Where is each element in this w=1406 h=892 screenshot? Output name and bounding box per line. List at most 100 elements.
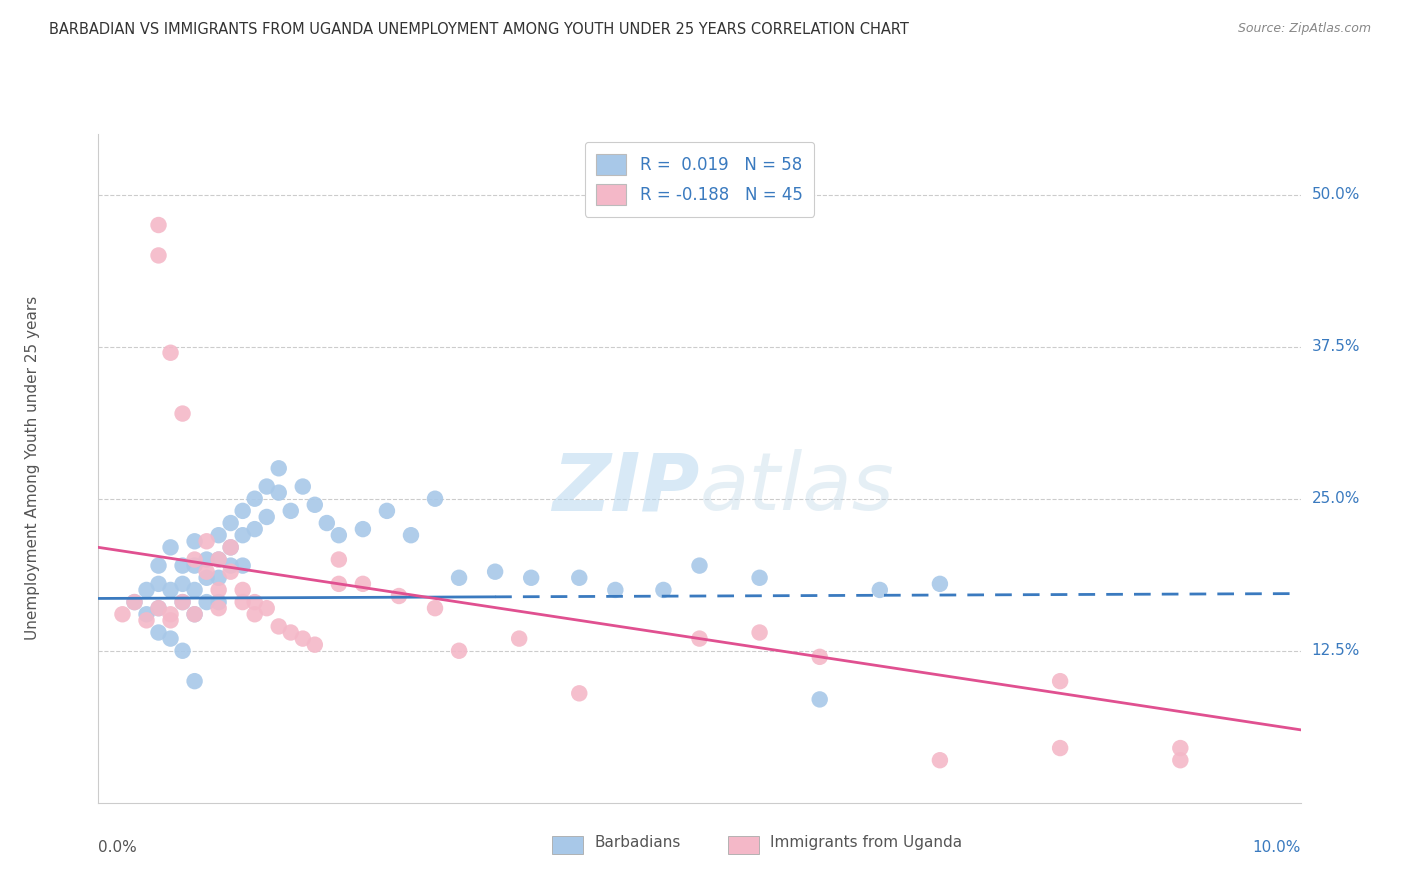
Point [652, 582, 675, 597]
Point [195, 552, 218, 566]
Point [208, 552, 231, 566]
Point [688, 558, 710, 573]
Point [159, 613, 181, 627]
Point [172, 644, 194, 658]
Point [399, 528, 422, 542]
Point [808, 692, 831, 706]
Point [195, 534, 218, 549]
Point [328, 528, 350, 542]
Point [232, 558, 254, 573]
Point [520, 571, 543, 585]
Point [243, 491, 266, 506]
Point [208, 552, 231, 566]
Point [172, 577, 194, 591]
Point [748, 571, 770, 585]
Text: 0.0%: 0.0% [98, 839, 138, 855]
Point [256, 479, 278, 493]
Point [315, 516, 337, 530]
Point [208, 595, 231, 609]
Point [508, 632, 530, 646]
Point [172, 595, 194, 609]
Point [208, 601, 231, 615]
Point [219, 516, 242, 530]
Point [159, 582, 181, 597]
Point [232, 528, 254, 542]
Point [148, 625, 170, 640]
Point [267, 485, 290, 500]
Point [135, 613, 157, 627]
Point [352, 577, 374, 591]
Point [148, 577, 170, 591]
Point [208, 571, 231, 585]
Point [605, 582, 627, 597]
Text: Source: ZipAtlas.com: Source: ZipAtlas.com [1237, 22, 1371, 36]
Text: 12.5%: 12.5% [1312, 643, 1360, 658]
Point [291, 479, 314, 493]
Point [172, 595, 194, 609]
Point [148, 601, 170, 615]
Point [172, 407, 194, 421]
Point [291, 632, 314, 646]
Point [148, 218, 170, 232]
Point [280, 625, 302, 640]
Point [159, 632, 181, 646]
Point [423, 601, 446, 615]
Point [135, 607, 157, 622]
Text: ZIP: ZIP [553, 450, 699, 527]
Point [447, 644, 470, 658]
Point [1049, 674, 1071, 689]
Text: 25.0%: 25.0% [1312, 491, 1360, 506]
Point [256, 601, 278, 615]
Point [304, 498, 326, 512]
Text: BARBADIAN VS IMMIGRANTS FROM UGANDA UNEMPLOYMENT AMONG YOUTH UNDER 25 YEARS CORR: BARBADIAN VS IMMIGRANTS FROM UGANDA UNEM… [49, 22, 910, 37]
Point [183, 558, 205, 573]
Point [124, 595, 146, 609]
Point [183, 674, 205, 689]
Point [929, 577, 952, 591]
Point [243, 522, 266, 536]
Point [328, 577, 350, 591]
Point [124, 595, 146, 609]
Point [183, 607, 205, 622]
Text: 37.5%: 37.5% [1312, 339, 1360, 354]
Text: 50.0%: 50.0% [1312, 187, 1360, 202]
Point [183, 607, 205, 622]
Point [195, 595, 218, 609]
Point [232, 504, 254, 518]
Point [447, 571, 470, 585]
Point [929, 753, 952, 767]
Point [256, 510, 278, 524]
Point [280, 504, 302, 518]
Point [195, 571, 218, 585]
Point [183, 582, 205, 597]
Point [748, 625, 770, 640]
Point [304, 638, 326, 652]
Legend: R =  0.019   N = 58, R = -0.188   N = 45: R = 0.019 N = 58, R = -0.188 N = 45 [585, 142, 814, 217]
Point [688, 632, 710, 646]
Point [484, 565, 506, 579]
Point [243, 595, 266, 609]
Point [195, 565, 218, 579]
Point [808, 649, 831, 664]
Point [388, 589, 411, 603]
Point [1170, 741, 1192, 756]
Point [869, 582, 891, 597]
Point [135, 582, 157, 597]
Text: Barbadians: Barbadians [593, 836, 681, 850]
Point [183, 552, 205, 566]
Point [267, 461, 290, 475]
Point [328, 552, 350, 566]
Point [183, 534, 205, 549]
Point [219, 565, 242, 579]
Point [159, 607, 181, 622]
Point [159, 345, 181, 359]
Point [219, 541, 242, 555]
Point [232, 582, 254, 597]
Point [208, 528, 231, 542]
Point [111, 607, 134, 622]
Point [267, 619, 290, 633]
Point [232, 595, 254, 609]
Point [148, 601, 170, 615]
Point [568, 686, 591, 700]
Text: Unemployment Among Youth under 25 years: Unemployment Among Youth under 25 years [25, 296, 39, 640]
